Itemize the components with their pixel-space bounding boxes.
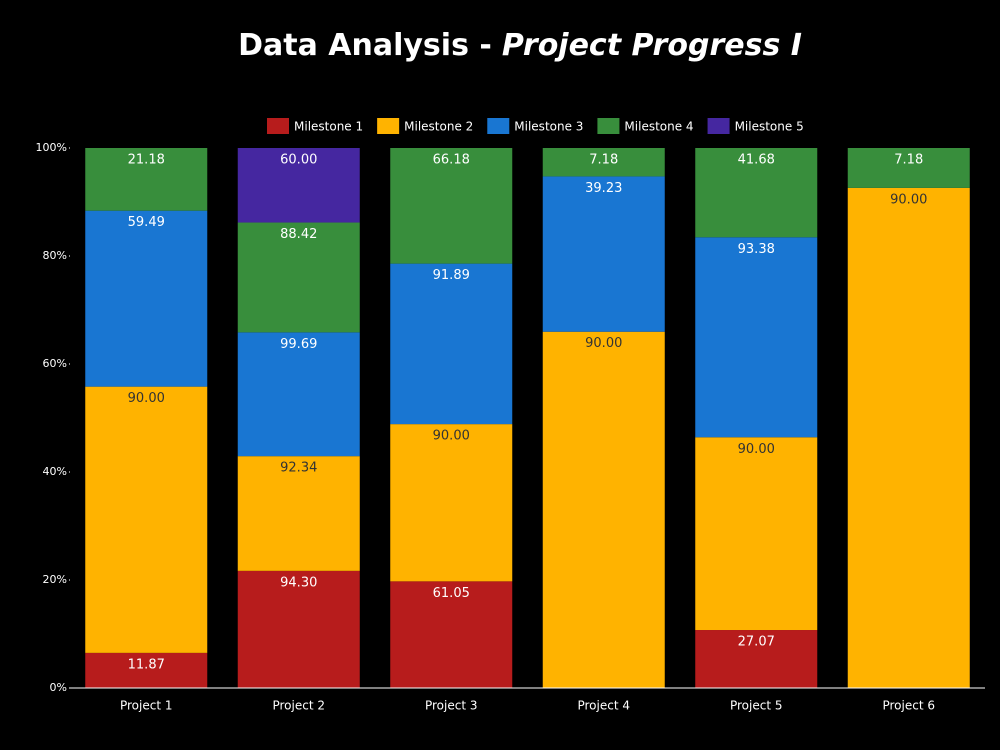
- bar-segment: [237, 148, 360, 223]
- data-label: 21.18: [128, 153, 165, 168]
- bar-segment: [85, 148, 208, 211]
- data-label: 66.18: [433, 153, 470, 168]
- data-label: 60.00: [280, 153, 317, 168]
- y-tick-label: 60%: [43, 357, 67, 370]
- data-label: 39.23: [585, 181, 622, 196]
- x-tick-label: Project 2: [272, 699, 325, 713]
- bar-segment: [695, 630, 818, 688]
- legend-swatch: [267, 118, 289, 134]
- data-label: 93.38: [738, 242, 775, 257]
- y-tick-label: 20%: [43, 573, 67, 586]
- bar-segment: [85, 210, 208, 387]
- bar-segment: [390, 424, 513, 582]
- chart-title: Data Analysis - Project Progress I: [238, 28, 802, 63]
- data-label: 99.69: [280, 337, 317, 352]
- legend-label: Milestone 2: [404, 120, 473, 134]
- legend-swatch: [597, 118, 620, 134]
- legend-swatch: [707, 118, 730, 134]
- data-label: 59.49: [128, 215, 165, 230]
- bar-segment: [542, 176, 665, 332]
- y-tick-label: 80%: [43, 249, 67, 262]
- x-tick-label: Project 4: [577, 699, 630, 713]
- x-tick-label: Project 1: [120, 699, 173, 713]
- x-tick-label: Project 3: [425, 699, 478, 713]
- data-label: 91.89: [433, 268, 470, 283]
- y-tick-label: 0%: [50, 681, 67, 694]
- bar-segment: [695, 237, 818, 438]
- title-part: Data Analysis -: [238, 28, 492, 63]
- bar-segment: [847, 187, 970, 688]
- bar-segment: [390, 263, 513, 425]
- data-label: 90.00: [738, 442, 775, 457]
- legend-label: Milestone 3: [514, 120, 583, 134]
- data-label: 90.00: [128, 391, 165, 406]
- data-label: 90.00: [890, 192, 927, 207]
- x-tick-label: Project 6: [882, 699, 935, 713]
- bar-segment: [695, 437, 818, 631]
- bar-segment: [237, 570, 360, 688]
- data-label: 7.18: [894, 153, 923, 168]
- data-label: 61.05: [433, 586, 470, 601]
- bar-segment: [847, 148, 970, 188]
- data-label: 27.07: [738, 635, 775, 650]
- legend-label: Milestone 5: [735, 120, 804, 134]
- bar-segment: [237, 456, 360, 571]
- legend-swatch: [487, 118, 510, 134]
- bar-segment: [85, 386, 208, 653]
- y-tick-label: 40%: [43, 465, 67, 478]
- y-tick-label: 100%: [36, 141, 67, 154]
- data-label: 90.00: [433, 429, 470, 444]
- bar-segment: [390, 148, 513, 264]
- bar-segment: [237, 222, 360, 333]
- bar-segment: [85, 652, 208, 688]
- legend-label: Milestone 1: [294, 120, 363, 134]
- bar-segment: [695, 148, 818, 238]
- legend-swatch: [377, 118, 400, 134]
- data-label: 11.87: [128, 657, 165, 672]
- data-label: 94.30: [280, 575, 317, 590]
- data-label: 88.42: [280, 227, 317, 242]
- title-part: Project Progress I: [502, 28, 802, 63]
- data-label: 90.00: [585, 336, 622, 351]
- bar-segment: [390, 581, 513, 688]
- bar-segment: [542, 148, 665, 177]
- data-label: 41.68: [738, 153, 775, 168]
- data-label: 92.34: [280, 461, 317, 476]
- x-tick-label: Project 5: [730, 699, 783, 713]
- data-label: 7.18: [589, 153, 618, 168]
- bar-segment: [542, 331, 665, 688]
- legend-label: Milestone 4: [624, 120, 693, 134]
- bar-segment: [237, 332, 360, 457]
